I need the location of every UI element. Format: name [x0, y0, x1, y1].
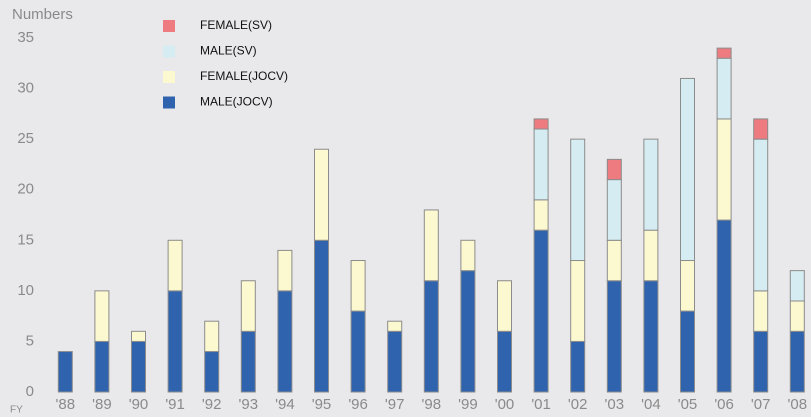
legend-label: FEMALE(SV) — [200, 18, 272, 32]
bar-segment — [680, 77, 695, 262]
bar-segment — [606, 280, 622, 393]
legend-label: FEMALE(JOCV) — [200, 69, 288, 83]
bar-segment — [753, 330, 769, 393]
x-tick-label: '97 — [385, 396, 405, 413]
x-tick-label: '96 — [348, 396, 368, 413]
legend-swatch — [163, 71, 175, 83]
bar-segment — [423, 280, 439, 393]
legend-swatch — [163, 20, 175, 32]
bar-segment — [387, 320, 403, 332]
bar-segment — [643, 138, 659, 231]
bar-segment — [716, 219, 732, 393]
y-tick-label: 20 — [17, 181, 34, 198]
legend-swatch — [163, 96, 175, 109]
x-tick-label: '94 — [275, 396, 295, 413]
x-tick-label: '91 — [165, 396, 185, 413]
bar-segment — [533, 118, 549, 130]
y-tick-label: 5 — [26, 332, 34, 349]
bar-segment — [606, 179, 622, 241]
x-tick-label: '01 — [531, 396, 551, 413]
bar-segment — [753, 138, 769, 292]
y-tick-label: 15 — [17, 231, 34, 248]
bar-segment — [716, 47, 732, 59]
bar-segment — [643, 229, 659, 282]
y-axis-label: Numbers — [12, 6, 73, 23]
x-tick-label: '92 — [202, 396, 222, 413]
bar-segment — [460, 239, 476, 272]
x-tick-label: '04 — [641, 396, 661, 413]
x-tick-label: '99 — [458, 396, 478, 413]
y-tick-label: 0 — [26, 383, 34, 400]
x-tick-label: '98 — [422, 396, 442, 413]
bar-segment — [167, 290, 183, 393]
bar-segment — [204, 320, 220, 353]
bar-segment — [350, 310, 366, 393]
bar-segment — [533, 229, 549, 393]
bar-segment — [716, 118, 732, 221]
bar-segment — [570, 340, 586, 393]
bar-segment — [570, 260, 586, 342]
x-tick-label: '90 — [129, 396, 149, 413]
bar-segment — [387, 330, 403, 393]
bar-segment — [753, 118, 769, 140]
x-tick-label: '93 — [239, 396, 259, 413]
bar-segment — [680, 310, 695, 393]
x-axis-label: FY — [10, 405, 23, 416]
x-tick-label: '05 — [678, 396, 698, 413]
x-tick-label: '00 — [495, 396, 515, 413]
x-tick-label: '07 — [751, 396, 771, 413]
x-tick-label: '03 — [605, 396, 625, 413]
bar-segment — [789, 300, 805, 332]
bar-segment — [314, 239, 329, 393]
bar-segment — [57, 351, 73, 393]
bar-segment — [460, 270, 476, 393]
bar-segment — [789, 330, 805, 393]
x-tick-label: '88 — [56, 396, 76, 413]
bar-segment — [240, 330, 256, 393]
bar-segment — [277, 290, 293, 393]
bar-segment — [643, 280, 659, 393]
x-tick-label: '08 — [788, 396, 808, 413]
bar-segment — [606, 239, 622, 282]
bar-segment — [606, 158, 622, 181]
x-tick-label: '02 — [568, 396, 588, 413]
legend-label: MALE(SV) — [200, 44, 257, 58]
x-tick-label: '89 — [92, 396, 112, 413]
bar-segment — [350, 260, 366, 312]
bar-segment — [204, 351, 220, 393]
bar-segment — [314, 148, 329, 241]
y-tick-label: 10 — [17, 282, 34, 299]
bar-segment — [131, 330, 146, 342]
bar-segment — [240, 280, 256, 332]
bar-segment — [423, 209, 439, 282]
bar-segment — [789, 270, 805, 302]
bar-segment — [131, 340, 146, 393]
legend-swatch — [163, 45, 175, 58]
bar-segment — [533, 128, 549, 201]
bar-segment — [94, 290, 110, 342]
bar-segment — [277, 249, 293, 292]
bar-segment — [753, 290, 769, 332]
y-tick-label: 35 — [17, 29, 34, 46]
bar-segment — [570, 138, 586, 262]
bar-segment — [497, 330, 512, 393]
bar-segment — [94, 340, 110, 393]
legend-label: MALE(JOCV) — [200, 95, 273, 109]
bar-segment — [716, 57, 732, 120]
y-tick-label: 30 — [17, 80, 34, 97]
y-tick-label: 25 — [17, 130, 34, 147]
bar-segment — [167, 239, 183, 292]
bar-segment — [533, 199, 549, 231]
x-tick-label: '95 — [312, 396, 332, 413]
bar-segment — [497, 280, 512, 332]
bar-segment — [680, 260, 695, 312]
x-tick-label: '06 — [714, 396, 734, 413]
